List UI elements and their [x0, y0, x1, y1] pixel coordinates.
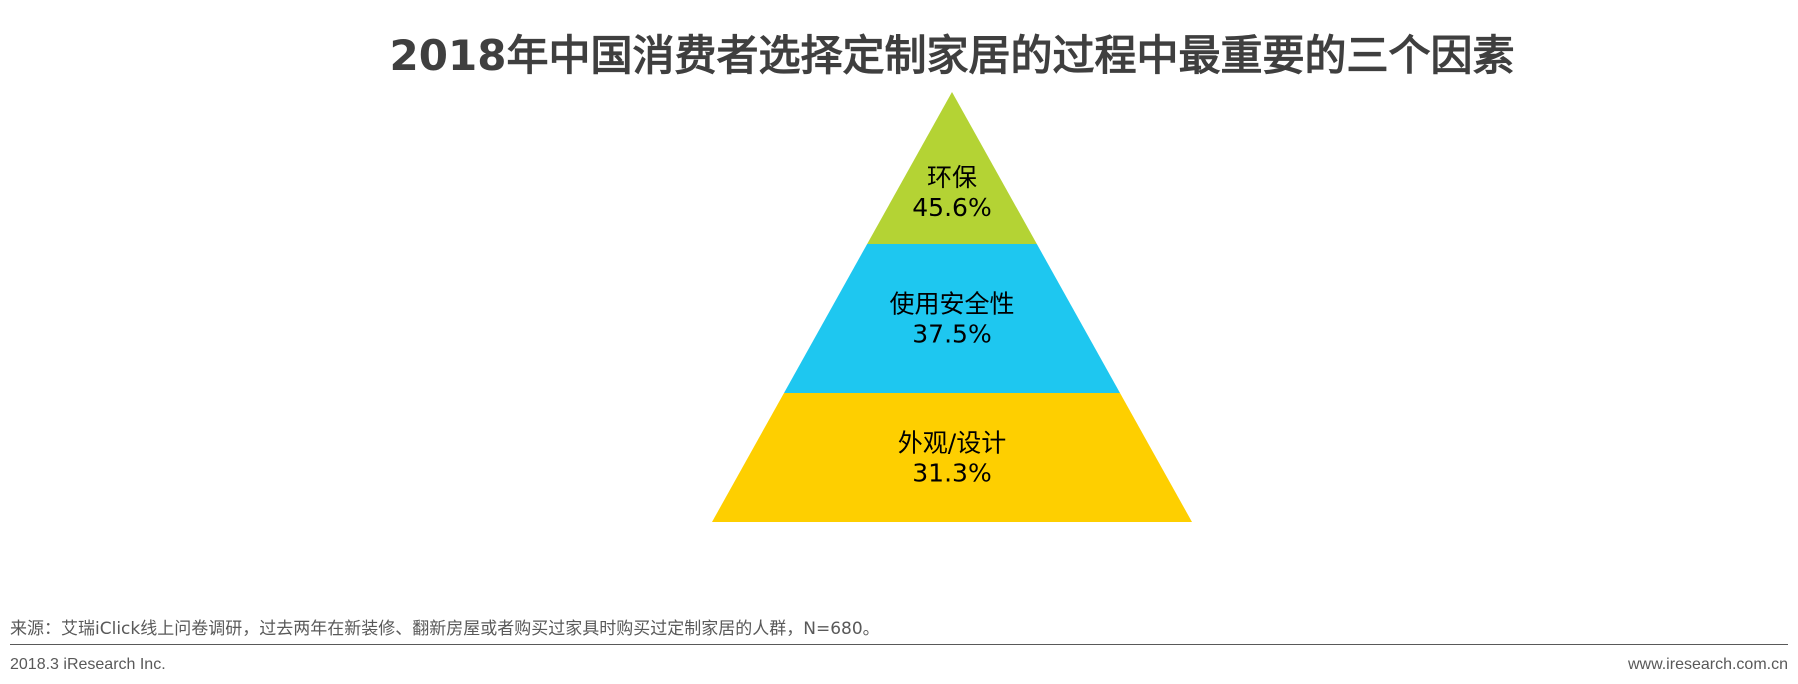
segment-label-1: 环保	[927, 163, 977, 192]
pyramid-segment-2	[784, 244, 1120, 393]
copyright-text: 2018.3 iResearch Inc.	[10, 656, 166, 673]
website-link[interactable]: www.iresearch.com.cn	[1627, 656, 1788, 673]
source-note: 来源：艾瑞iClick线上问卷调研，过去两年在新装修、翻新房屋或者购买过家具时购…	[10, 619, 880, 639]
chart-title: 2018年中国消费者选择定制家居的过程中最重要的三个因素	[389, 31, 1515, 80]
footer-divider	[10, 644, 1788, 645]
segment-label-3: 外观/设计	[898, 429, 1006, 458]
pyramid-segment-3	[712, 393, 1192, 522]
segment-value-1: 45.6%	[912, 193, 991, 222]
segment-label-2: 使用安全性	[889, 290, 1014, 319]
pyramid-segment-1	[867, 92, 1037, 244]
segment-value-3: 31.3%	[912, 459, 991, 488]
segment-value-2: 37.5%	[912, 320, 991, 349]
